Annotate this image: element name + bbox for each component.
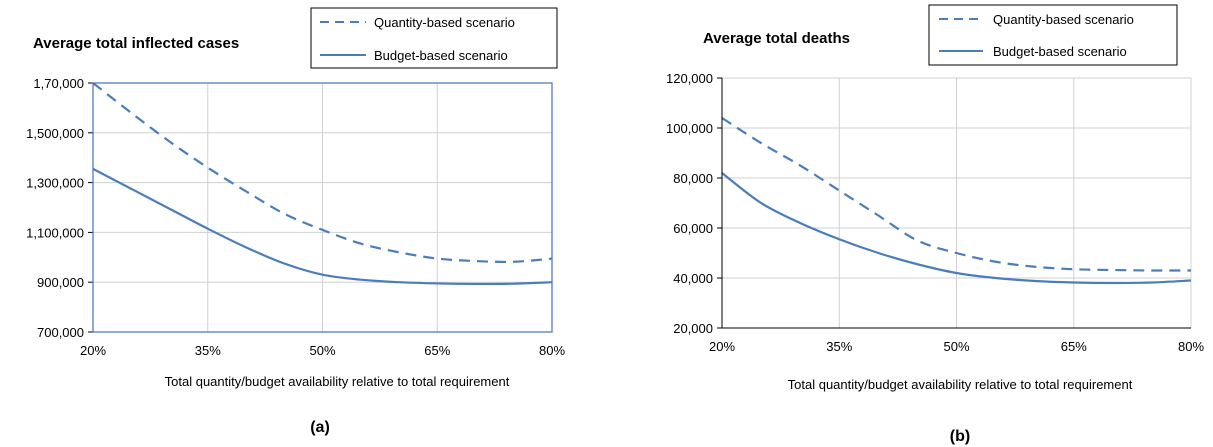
chart-a-frame bbox=[92, 82, 553, 333]
chart-panel-b: Average total deaths 20,000 40,000 60,000 8… bbox=[666, 4, 1204, 445]
chart-b-caption: (b) bbox=[950, 428, 970, 445]
chart-a-title: Average total inflected cases bbox=[33, 35, 239, 52]
chart-a-y-tick-label: 1,70,000 bbox=[33, 76, 84, 91]
chart-b-y-tick-label: 60,000 bbox=[673, 221, 713, 236]
chart-a-y-tick-label: 1,100,000 bbox=[26, 225, 84, 240]
chart-a-legend-box bbox=[310, 7, 558, 69]
chart-a-series-budget-line bbox=[92, 167, 553, 286]
chart-a-y-tick-label: 1,500,000 bbox=[26, 126, 84, 141]
chart-a-xlabel: Total quantity/budget availability relat… bbox=[165, 374, 510, 389]
chart-b-grid bbox=[722, 77, 1192, 328]
chart-b-xlabel: Total quantity/budget availability relat… bbox=[788, 377, 1133, 392]
chart-b-x-axis: 20% 35% 50% 65% 80% bbox=[709, 339, 1204, 354]
chart-b-x-tick-label: 65% bbox=[1061, 339, 1087, 354]
chart-b-series-budget-line bbox=[721, 172, 1192, 285]
chart-a-x-tick-label: 65% bbox=[424, 343, 450, 358]
chart-a-x-tick-label: 20% bbox=[80, 343, 106, 358]
chart-a-caption: (a) bbox=[310, 419, 330, 436]
chart-a-y-tick-label: 1,300,000 bbox=[26, 176, 84, 191]
chart-a-y-axis: 700,000 900,000 1,100,000 1,300,000 1,500,00… bbox=[26, 76, 93, 340]
chart-b-y-tick-label: 20,000 bbox=[673, 321, 713, 336]
chart-b-x-tick-label: 20% bbox=[709, 339, 735, 354]
chart-b-legend-label-1: Budget-based scenario bbox=[993, 44, 1127, 59]
chart-b-y-tick-label: 120,000 bbox=[666, 71, 713, 86]
chart-a-legend: Quantity-based scenario Budget-based sce… bbox=[310, 7, 558, 69]
chart-b-legend-label-0: Quantity-based scenario bbox=[993, 12, 1134, 27]
chart-a-x-tick-label: 50% bbox=[309, 343, 335, 358]
chart-b-x-tick-label: 50% bbox=[943, 339, 969, 354]
chart-b-legend-box bbox=[928, 4, 1178, 66]
chart-b-y-tick-label: 100,000 bbox=[666, 121, 713, 136]
chart-b-x-tick-label: 80% bbox=[1178, 339, 1204, 354]
chart-b-series-quantity-line bbox=[721, 117, 1192, 272]
chart-b-legend: Quantity-based scenario Budget-based sce… bbox=[928, 4, 1178, 66]
chart-a-legend-label-1: Budget-based scenario bbox=[374, 48, 508, 63]
chart-a-y-tick-label: 900,000 bbox=[37, 275, 84, 290]
chart-b-axes bbox=[721, 78, 1191, 329]
chart-b-series bbox=[721, 117, 1192, 285]
chart-a-x-axis: 20% 35% 50% 65% 80% bbox=[80, 343, 565, 358]
chart-a-x-tick-label: 35% bbox=[195, 343, 221, 358]
chart-a-series bbox=[92, 82, 553, 286]
chart-a-x-tick-label: 80% bbox=[539, 343, 565, 358]
chart-panel-a: Average total inflected cases 700,000 900… bbox=[26, 7, 565, 436]
chart-b-y-tick-label: 80,000 bbox=[673, 171, 713, 186]
chart-a-y-tick-label: 700,000 bbox=[37, 325, 84, 340]
chart-b-y-tick-label: 40,000 bbox=[673, 271, 713, 286]
chart-a-series-quantity-line bbox=[92, 82, 553, 264]
chart-a-grid bbox=[93, 83, 552, 332]
chart-b-x-tick-label: 35% bbox=[826, 339, 852, 354]
chart-a-legend-label-0: Quantity-based scenario bbox=[374, 15, 515, 30]
chart-b-y-axis: 20,000 40,000 60,000 80,000 100,000 120,000 bbox=[666, 71, 722, 336]
chart-b-title: Average total deaths bbox=[703, 30, 850, 47]
